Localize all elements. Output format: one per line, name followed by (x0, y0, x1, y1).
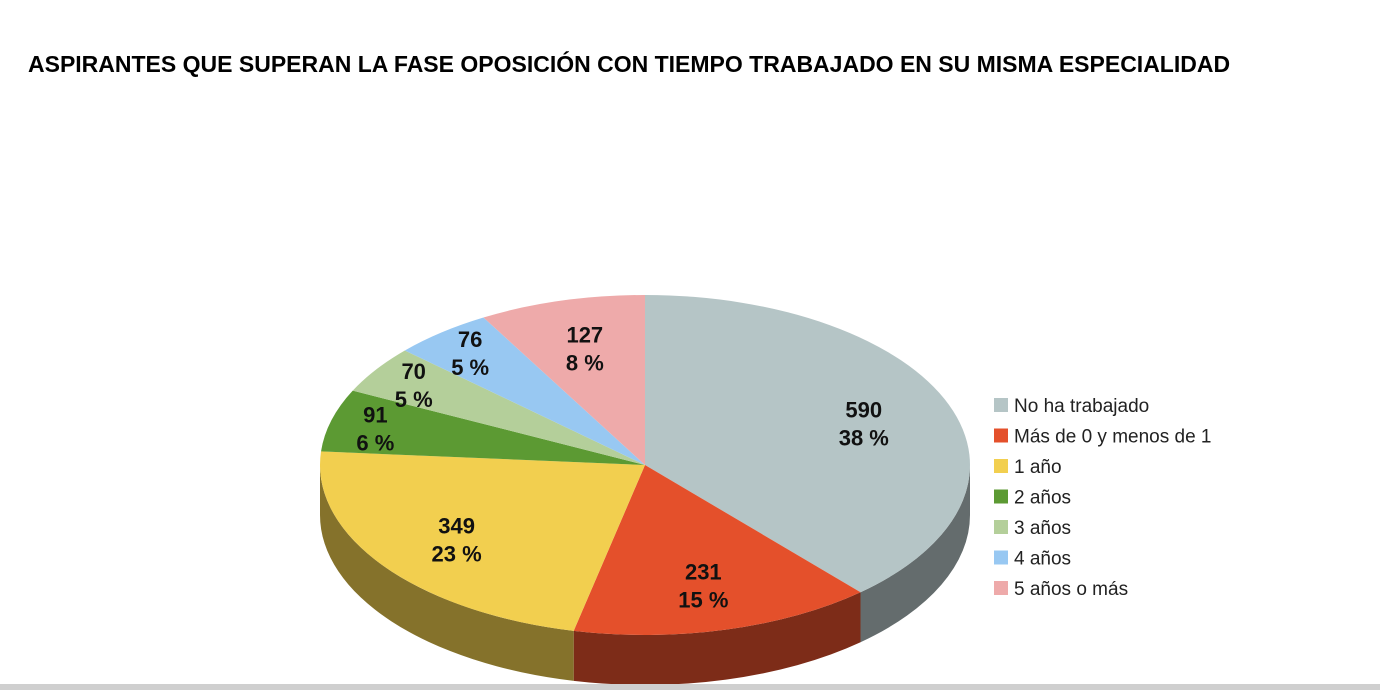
data-label-value: 349 (438, 514, 475, 539)
pie-side-walls (320, 465, 971, 685)
data-label-percent: 5 % (395, 387, 433, 412)
legend-swatch-2-anos (994, 489, 1008, 504)
data-label-percent: 15 % (678, 588, 728, 613)
legend-label-5-anos-o-mas: 5 años o más (1014, 579, 1128, 600)
data-label-percent: 6 % (356, 431, 394, 456)
pie-side-1-ano (320, 465, 574, 681)
data-label-percent: 8 % (566, 351, 604, 376)
data-label-value: 76 (458, 327, 482, 352)
data-label-value: 231 (685, 560, 722, 585)
pie-side-no-ha-trabajado (860, 465, 971, 643)
chart-title: ASPIRANTES QUE SUPERAN LA FASE OPOSICIÓN… (28, 50, 1230, 77)
pie-side-mas-de-0-y-menos-de-1 (573, 592, 861, 685)
pie-slice-3-anos (352, 350, 645, 465)
legend-swatch-no-ha-trabajado (994, 398, 1008, 412)
legend-swatch-1-ano (994, 459, 1008, 473)
legend-label-4-anos: 4 años (1014, 549, 1071, 570)
legend-label-3-anos: 3 años (1014, 518, 1071, 539)
data-label-percent: 38 % (839, 426, 889, 451)
legend-label-1-ano: 1 año (1014, 457, 1062, 478)
pie-data-labels: 590 38 % 231 15 % 349 23 % 91 6 % 70 5 % 76 5 % 127 8… (356, 323, 888, 613)
data-label-percent: 23 % (432, 542, 482, 567)
data-label-value: 70 (401, 359, 425, 384)
legend-label-2-anos: 2 años (1014, 488, 1071, 509)
pie-slice-2-anos (321, 390, 645, 465)
pie-slice-4-anos (404, 317, 645, 465)
pie-slice-mas-de-0-y-menos-de-1 (573, 465, 861, 636)
data-label-value: 127 (566, 323, 603, 348)
pie-slice-no-ha-trabajado (645, 295, 971, 593)
pie-slice-1-ano (320, 451, 645, 631)
legend-swatch-4-anos (994, 550, 1008, 565)
pie-slices (320, 295, 971, 636)
legend-label-no-ha-trabajado: No ha trabajado (1014, 396, 1149, 417)
data-label-value: 91 (363, 403, 387, 428)
legend-swatch-5-anos-o-mas (994, 581, 1008, 595)
pie-slice-5-anos-o-mas (483, 295, 645, 465)
legend-swatch-mas-de-0-y-menos-de-1 (994, 428, 1008, 443)
bottom-scrollbar[interactable] (0, 684, 1380, 690)
data-label-value: 590 (845, 398, 882, 423)
legend-label-mas-de-0-y-menos-de-1: Más de 0 y menos de 1 (1014, 427, 1212, 448)
legend-swatch-3-anos (994, 520, 1008, 534)
data-label-percent: 5 % (451, 355, 489, 380)
chart-legend: No ha trabajado Más de 0 y menos de 1 1 añ… (994, 396, 1212, 600)
